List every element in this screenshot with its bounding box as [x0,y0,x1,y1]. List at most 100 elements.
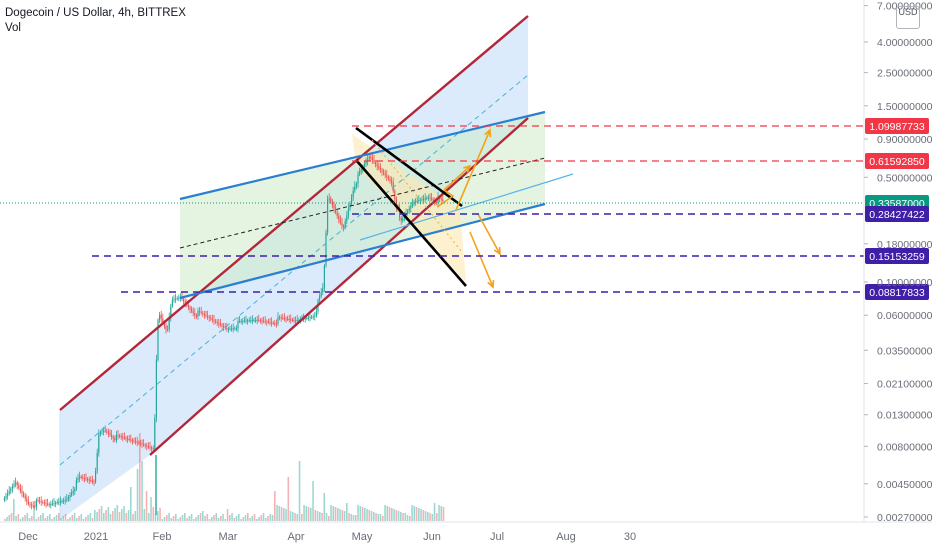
candle-body [421,199,423,201]
volume-bar [424,511,427,521]
volume-bar [116,505,119,521]
volume-bar [87,515,89,521]
volume-bar [199,513,202,521]
candle-body [400,217,402,221]
candle-body [122,436,124,438]
candle-body [376,164,378,167]
symbol-title[interactable]: Dogecoin / US Dollar, 4h, BITTREX [5,7,186,19]
drop-arrow-1 [477,213,501,255]
volume-bar [71,515,74,521]
candle-body [175,298,177,300]
candle-body [277,317,279,324]
volume-bar [132,514,134,521]
time-tick-label: 30 [624,531,636,543]
volume-bar [134,511,137,521]
candle-body [40,501,42,503]
volume-bar [141,461,143,521]
candle-body [271,322,273,324]
price-tick-label: 0.10000000 [877,277,932,289]
candle-body [67,497,69,500]
volume-bar [186,518,188,521]
volume-bar [280,507,283,521]
candle-body [26,498,28,502]
volume-bar [53,517,56,521]
volume-bar [364,508,366,521]
volume-bar [343,511,346,521]
volume-bar [31,516,33,521]
candle-body [199,310,201,312]
candle-body [208,316,210,318]
candle-body [51,503,53,505]
candle-body [399,209,401,218]
volume-bar [188,516,191,521]
candle-body [119,435,121,437]
candle-body [429,197,431,199]
volume-bar [107,507,110,521]
price-tick-label: 2.50000000 [877,68,932,80]
volume-bar [4,519,6,521]
volume-bar [222,514,224,521]
volume-bar [202,511,204,521]
volume-bar [35,519,38,521]
candle-body [103,430,105,432]
candle-body [275,323,277,325]
volume-bar [224,519,227,521]
volume-bar [431,514,434,521]
candle-body [237,321,239,329]
volume-bar [19,519,22,521]
time-tick-label: Jun [423,531,441,543]
volume-bar [361,507,364,521]
candle-body [194,313,196,316]
price-tick-label: 0.03500000 [877,345,932,357]
volume-bar [348,513,350,521]
candle-body [136,441,138,443]
volume-bar [427,512,429,521]
candle-body [127,438,129,440]
candle-body [296,320,298,322]
candle-body [101,431,103,433]
volume-bar [42,513,44,521]
level-price-label: 0.61592850 [869,156,925,168]
candle-body [224,326,226,328]
horizontal-levels[interactable]: 1.099877330.615928500.335870000.28427422… [0,118,929,300]
candle-body [143,444,145,446]
candle-body [80,476,82,478]
currency-unit-label[interactable]: USD [896,6,920,29]
candle-body [248,320,250,322]
candle-body [442,199,444,201]
candle-body [352,190,354,198]
flag-channel-lower [179,202,546,300]
volume-bar [181,515,184,521]
candle-body [242,320,244,322]
candle-body [323,265,325,289]
level-price-label: 0.15153259 [869,251,925,263]
candle-body [85,478,87,480]
price-axis[interactable]: 7.000000004.000000002.500000001.50000000… [863,0,932,524]
volume-bar [283,508,285,521]
candle-body [234,328,236,330]
volume-indicator-label[interactable]: Vol [5,22,21,34]
candle-body [357,174,359,184]
candle-body [141,443,143,445]
trend-lines[interactable] [59,15,574,466]
candle-body [290,319,292,321]
candle-body [178,297,180,299]
candle-body [99,431,101,435]
drop-arrow-2-head [487,279,495,289]
candle-body [373,159,375,163]
volume-bar [139,433,141,521]
candle-body [307,317,309,319]
candle-body [226,327,228,329]
candle-body [251,320,253,322]
time-axis[interactable]: Dec 2021 Feb Mar Apr May Jun Jul Aug 30 [0,521,932,543]
candle-body [144,444,146,446]
volume-bar [341,510,344,521]
volume-bar [314,510,317,521]
volume-bar [433,503,436,521]
level-tag [865,248,929,264]
candle-body [347,209,349,216]
volume-bar [238,514,240,521]
candle-body [333,205,335,209]
candle-body [5,495,7,499]
